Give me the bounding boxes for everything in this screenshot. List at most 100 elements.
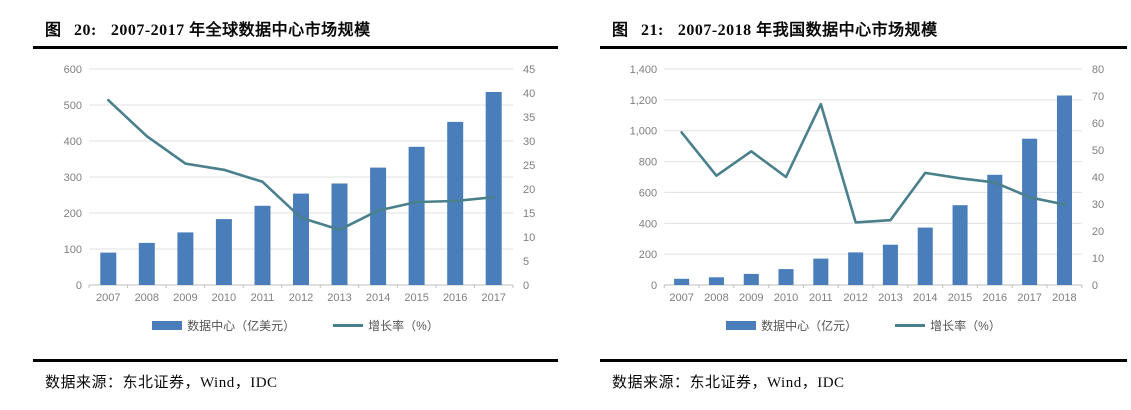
right-axis-label: 5	[523, 256, 529, 268]
bar	[813, 258, 829, 285]
right-axis-label: 35	[523, 112, 535, 124]
bar	[778, 269, 794, 285]
x-axis-label: 2008	[704, 292, 729, 304]
left-axis-label: 1,000	[630, 126, 658, 138]
bar	[331, 183, 348, 285]
right-axis-label: 40	[523, 88, 535, 100]
bar-series-legend-label: 数据中心（亿美元）	[187, 318, 296, 333]
figure-20-source-divider	[33, 359, 558, 362]
x-axis-label: 2010	[212, 292, 236, 304]
bar	[952, 205, 968, 285]
figure-20-chart-canvas: 0 100 200 300 400 500 600 0 5 10 15 20 25 30 35 40 45 200…	[64, 64, 536, 304]
x-axis-label: 2016	[443, 292, 467, 304]
bar	[100, 252, 117, 285]
x-axis-label: 2011	[809, 292, 833, 304]
legend-item-line-series: 增长率（%）	[895, 317, 1001, 334]
right-axis-label: 20	[1092, 226, 1104, 238]
figure-21-title-text: 2007-2018 年我国数据中心市场规模	[677, 22, 938, 39]
left-axis-label: 400	[64, 136, 82, 148]
x-axis-label: 2012	[843, 292, 868, 304]
x-axis-label: 2015	[948, 292, 973, 304]
x-axis-label: 2008	[135, 292, 159, 304]
legend-item-line-series: 增长率（%）	[333, 317, 439, 334]
x-axis-label: 2007	[669, 292, 694, 304]
legend-item-bar-series: 数据中心（亿元）	[726, 317, 857, 334]
x-axis-label: 2009	[173, 292, 197, 304]
x-axis-label: 2013	[878, 292, 903, 304]
bar	[882, 244, 898, 285]
bar	[215, 219, 232, 285]
left-axis-label: 800	[639, 157, 657, 169]
left-axis-label: 400	[639, 218, 657, 230]
bar	[293, 193, 309, 285]
figure-20-legend: 数据中心（亿美元） 增长率（%）	[33, 315, 558, 335]
figure-21: 图 21: 2007-2018 年我国数据中心市场规模 0 200 400 600 800…	[600, 12, 1127, 392]
x-axis-label: 2007	[96, 292, 120, 304]
right-axis-label: 20	[523, 184, 535, 196]
left-axis-label: 300	[64, 172, 82, 184]
left-axis-label: 200	[639, 249, 657, 261]
left-axis-label: 600	[64, 64, 82, 76]
x-axis-label: 2010	[774, 292, 799, 304]
bar	[177, 232, 194, 285]
right-axis-label: 10	[523, 232, 535, 244]
left-axis-label: 1,400	[630, 64, 658, 76]
figure-21-source: 数据来源：东北证券，Wind，IDC	[612, 375, 845, 391]
report-figures-row: 图 20: 2007-2017 年全球数据中心市场规模 0 100 200 300 400…	[33, 12, 1127, 392]
right-axis-label: 60	[1092, 118, 1104, 130]
x-axis-label: 2014	[366, 292, 390, 304]
figure-20-title-divider	[33, 46, 558, 49]
bar	[447, 121, 464, 286]
right-axis-label: 25	[523, 160, 535, 172]
bar	[674, 278, 690, 285]
bar-series-swatch-icon	[726, 320, 757, 330]
figure-21-title: 图 21: 2007-2018 年我国数据中心市场规模	[600, 12, 1127, 46]
bar	[743, 273, 759, 285]
bar	[708, 277, 724, 285]
figure-20-title-text: 2007-2017 年全球数据中心市场规模	[110, 22, 371, 39]
growth-rate-line	[107, 98, 496, 232]
bar	[370, 167, 387, 285]
right-axis-label: 0	[523, 280, 529, 292]
figure-21-label: 图 21:	[612, 22, 664, 39]
bar	[917, 227, 933, 285]
bar-series-legend-label: 数据中心（亿元）	[761, 318, 858, 333]
figure-20-title: 图 20: 2007-2017 年全球数据中心市场规模	[33, 12, 558, 46]
line-series-swatch-icon	[895, 323, 926, 327]
right-axis-label: 15	[523, 208, 535, 220]
x-axis-label: 2018	[1052, 292, 1077, 304]
right-axis-label: 30	[523, 136, 535, 148]
left-axis-label: 1,200	[630, 95, 658, 107]
right-axis-label: 70	[1092, 91, 1104, 103]
right-axis-label: 50	[1092, 145, 1104, 157]
left-axis-label: 600	[639, 187, 657, 199]
figure-21-chart-canvas: 0 200 400 600 800 1,000 1,200 1,400 0 10 20 30 40 50 6…	[630, 64, 1105, 304]
growth-rate-line	[680, 102, 1066, 224]
x-axis-label: 2009	[739, 292, 764, 304]
x-axis-label: 2017	[1017, 292, 1042, 304]
left-axis-label: 0	[651, 280, 657, 292]
x-axis-label: 2017	[481, 292, 505, 304]
bar	[254, 205, 271, 285]
figure-21-legend: 数据中心（亿元） 增长率（%）	[600, 315, 1127, 335]
left-axis-label: 0	[76, 280, 82, 292]
right-axis-label: 40	[1092, 172, 1104, 184]
bar	[408, 146, 425, 285]
bar	[1022, 138, 1038, 285]
left-axis-label: 500	[64, 100, 82, 112]
right-axis-label: 80	[1092, 64, 1104, 76]
legend-item-bar-series: 数据中心（亿美元）	[152, 317, 295, 334]
x-axis-label: 2011	[251, 292, 275, 304]
right-axis-label: 45	[523, 64, 535, 76]
figure-20-label: 图 20:	[45, 22, 97, 39]
bar	[485, 92, 502, 285]
left-axis-label: 200	[64, 208, 82, 220]
right-axis-label: 10	[1092, 253, 1104, 265]
bar	[1056, 95, 1072, 285]
bar-series-swatch-icon	[152, 320, 183, 330]
x-axis-label: 2014	[913, 292, 938, 304]
figure-21-source-divider	[600, 359, 1127, 362]
x-axis-label: 2016	[983, 292, 1008, 304]
left-axis-label: 100	[64, 244, 82, 256]
figure-20: 图 20: 2007-2017 年全球数据中心市场规模 0 100 200 300 400…	[33, 12, 558, 392]
